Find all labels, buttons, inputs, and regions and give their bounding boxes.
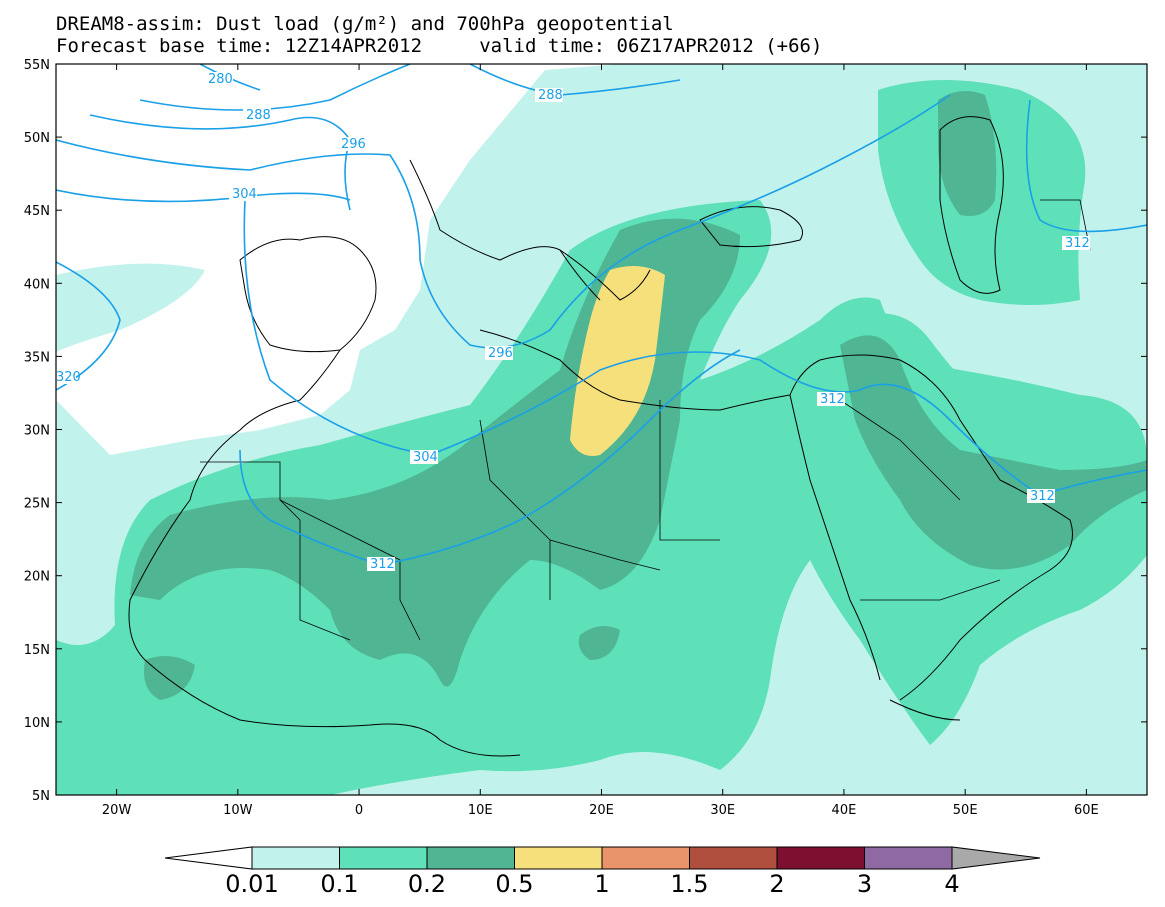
colorbar-label: 0.2 (408, 870, 446, 898)
contour-label: 312 (1030, 489, 1055, 504)
contour-label: 280 (208, 72, 233, 87)
lon-label: 10E (468, 803, 493, 818)
dust-level-0.2-arabia (840, 335, 1147, 570)
colorbar-segment (689, 846, 778, 870)
colorbar-label: 0.1 (320, 870, 358, 898)
colorbar-segment (514, 846, 603, 870)
lat-ticks: 55N 50N 45N 40N 35N 30N 25N 20N 15N 10N 5N (24, 58, 1147, 804)
lon-label: 30E (710, 803, 735, 818)
map-subtitle: Forecast base time: 12Z14APR2012 valid t… (56, 35, 823, 57)
colorbar-segment (601, 846, 690, 870)
colorbar-label: 1.5 (670, 870, 708, 898)
contour-label: 288 (246, 108, 271, 123)
map-plot-area: 280 288 288 296 304 296 304 312 312 312 … (56, 64, 1147, 795)
lat-label: 35N (24, 350, 50, 365)
lat-label: 55N (24, 58, 50, 73)
contour-label: 312 (1065, 236, 1090, 251)
map-title: DREAM8-assim: Dust load (g/m²) and 700hP… (56, 13, 674, 35)
contour-label: 288 (538, 88, 563, 103)
contour-label: 296 (488, 346, 513, 361)
lon-label: 20E (589, 803, 614, 818)
lon-label: 50E (953, 803, 978, 818)
lat-label: 25N (24, 497, 50, 512)
contour-label: 304 (232, 187, 257, 202)
colorbar-label: 2 (769, 870, 784, 898)
colorbar-label: 1 (594, 870, 609, 898)
colorbar-over-triangle (951, 846, 1041, 870)
lat-label: 15N (24, 643, 50, 658)
contour-labels: 280 288 288 296 304 296 304 312 312 312 … (56, 72, 1090, 572)
lat-label: 30N (24, 424, 50, 439)
lat-label: 45N (24, 204, 50, 219)
lat-label: 50N (24, 131, 50, 146)
dust-level-0.2-caspian (938, 91, 997, 216)
colorbar-label: 0.01 (225, 870, 278, 898)
lon-label: 60E (1074, 803, 1099, 818)
lon-ticks: 20W 10W 0 10E 20E 30E 40E 50E 60E (102, 64, 1099, 818)
lon-label: 10W (223, 803, 253, 818)
dust-level-0.2-chad (578, 626, 620, 660)
colorbar-segment (251, 846, 340, 870)
colorbar-segment (776, 846, 865, 870)
lat-label: 10N (24, 716, 50, 731)
geopotential-contours (56, 64, 1147, 566)
colorbar-segment (426, 846, 515, 870)
colorbar-segment (864, 846, 953, 870)
lon-label: 40E (832, 803, 857, 818)
lat-label: 40N (24, 277, 50, 292)
country-borders (200, 199, 1091, 641)
lon-label: 20W (102, 803, 132, 818)
contour-label: 296 (341, 137, 366, 152)
contour-label: 320 (56, 370, 81, 385)
lat-label: 5N (32, 789, 50, 804)
dust-level-0.5-libya (570, 266, 665, 456)
colorbar: 0.01 0.1 0.2 0.5 1 1.5 2 3 4 (164, 846, 1041, 898)
contour-label: 304 (413, 450, 438, 465)
colorbar-segment (339, 846, 428, 870)
contour-label: 312 (820, 392, 845, 407)
lat-label: 20N (24, 570, 50, 585)
colorbar-label: 4 (944, 870, 959, 898)
contour-label: 312 (370, 557, 395, 572)
colorbar-label: 0.5 (495, 870, 533, 898)
lon-label: 0 (355, 803, 363, 818)
colorbar-under-triangle (164, 846, 253, 870)
colorbar-label: 3 (857, 870, 872, 898)
